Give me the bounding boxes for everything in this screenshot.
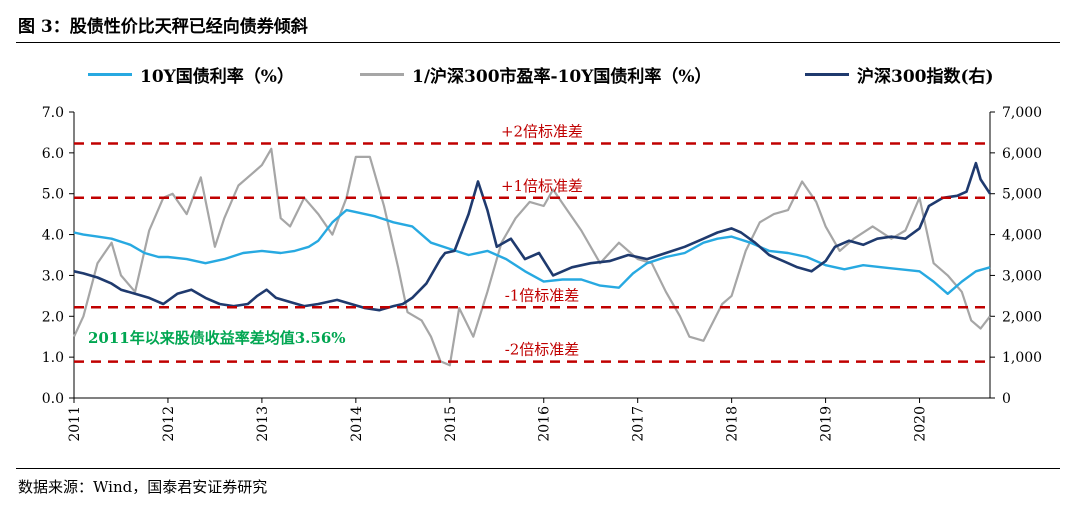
x-tick-label: 2013 (255, 406, 271, 442)
right-y-tick-label: 0 (1002, 391, 1011, 407)
right-y-tick-label: 6,000 (1002, 146, 1042, 162)
left-y-tick-label: 3.0 (42, 268, 64, 284)
x-tick-label: 2011 (67, 406, 83, 442)
left-y-tick-label: 7.0 (42, 105, 64, 121)
left-y-tick-label: 5.0 (42, 187, 64, 203)
legend-item-csi300: 沪深300指数(右) (805, 62, 994, 87)
chart-legend: 10Y国债利率（%） 1/沪深300市盈率-10Y国债利率（%） 沪深300指数… (0, 62, 1080, 92)
title-divider (16, 42, 1060, 43)
x-tick-label: 2019 (819, 406, 835, 442)
legend-item-equity-spread: 1/沪深300市盈率-10Y国债利率（%） (360, 62, 712, 87)
minus-2-sd-label: -2倍标准差 (505, 341, 580, 359)
minus-1-sd-label: -1倍标准差 (505, 286, 580, 304)
left-y-tick-label: 6.0 (42, 146, 64, 162)
right-y-tick-label: 4,000 (1002, 228, 1042, 244)
legend-swatch-equity-spread (360, 73, 404, 76)
right-y-tick-label: 5,000 (1002, 187, 1042, 203)
x-tick-label: 2020 (913, 406, 929, 442)
legend-label-equity-spread: 1/沪深300市盈率-10Y国债利率（%） (412, 67, 712, 87)
legend-item-bond-yield: 10Y国债利率（%） (88, 62, 294, 87)
left-y-tick-label: 0.0 (42, 391, 64, 407)
plus-1-sd-label: +1倍标准差 (501, 177, 583, 195)
x-tick-label: 2014 (349, 406, 365, 442)
mean-annotation: 2011年以来股债收益率差均值3.56% (88, 329, 346, 347)
bond-yield-line (73, 208, 991, 295)
right-y-tick-label: 2,000 (1002, 309, 1042, 325)
legend-label-bond-yield: 10Y国债利率（%） (140, 67, 294, 87)
legend-swatch-csi300 (805, 73, 849, 76)
x-tick-label: 2012 (161, 406, 177, 442)
source-divider (16, 468, 1060, 469)
right-y-tick-label: 3,000 (1002, 268, 1042, 284)
right-y-tick-label: 7,000 (1002, 105, 1042, 121)
right-y-tick-label: 1,000 (1002, 350, 1042, 366)
x-tick-label: 2017 (631, 406, 647, 442)
csi300-line (73, 161, 992, 312)
left-y-tick-label: 1.0 (42, 350, 64, 366)
source-note: 数据来源：Wind，国泰君安证券研究 (18, 478, 268, 496)
plus-2-sd-label: +2倍标准差 (501, 122, 583, 140)
left-y-tick-label: 2.0 (42, 309, 64, 325)
legend-label-csi300: 沪深300指数(右) (857, 67, 994, 87)
figure-title: 图 3：股债性价比天秤已经向债券倾斜 (18, 17, 308, 37)
x-tick-label: 2018 (725, 406, 741, 442)
legend-swatch-bond-yield (88, 73, 132, 76)
x-tick-label: 2015 (443, 406, 459, 442)
left-y-tick-label: 4.0 (42, 228, 64, 244)
x-tick-label: 2016 (537, 406, 553, 442)
